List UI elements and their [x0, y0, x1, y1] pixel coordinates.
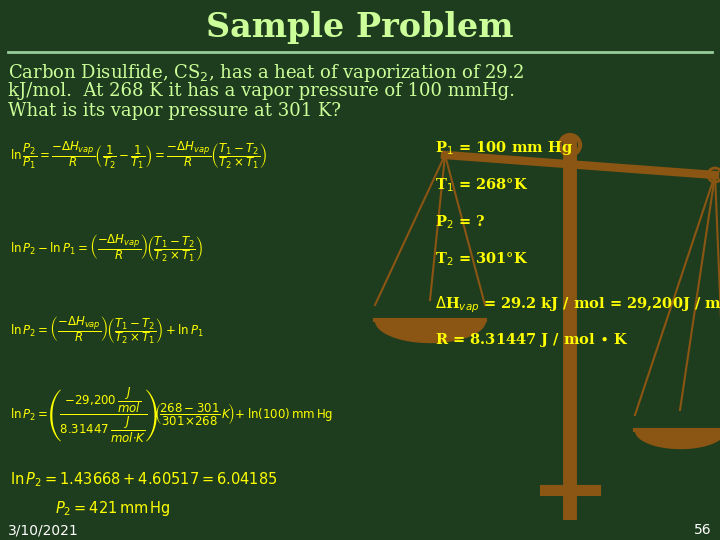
Text: $\ln P_2 = 1.43668 + 4.60517 = 6.04185$: $\ln P_2 = 1.43668 + 4.60517 = 6.04185$ — [10, 471, 277, 489]
Text: 3/10/2021: 3/10/2021 — [8, 523, 78, 537]
Text: $\ln P_2 = \left(\dfrac{-\Delta H_{vap}}{R}\right)\!\left(\dfrac{T_1 - T_2}{T_2 : $\ln P_2 = \left(\dfrac{-\Delta H_{vap}}… — [10, 314, 204, 346]
Text: P$_2$ = ?: P$_2$ = ? — [435, 213, 485, 231]
Text: T$_1$ = 268°K: T$_1$ = 268°K — [435, 176, 528, 194]
Text: $P_2 = 421\,\mathrm{mm\,Hg}$: $P_2 = 421\,\mathrm{mm\,Hg}$ — [55, 498, 171, 517]
Text: P$_1$ = 100 mm Hg: P$_1$ = 100 mm Hg — [435, 139, 573, 157]
Text: $\ln P_2 = \!\left(\!\dfrac{-29{,}200\,\dfrac{J}{mol}}{8.31447\,\dfrac{J}{mol{\c: $\ln P_2 = \!\left(\!\dfrac{-29{,}200\,\… — [10, 386, 333, 444]
Text: kJ/mol.  At 268 K it has a vapor pressure of 100 mmHg.: kJ/mol. At 268 K it has a vapor pressure… — [8, 82, 515, 100]
Text: Carbon Disulfide, CS$_2$, has a heat of vaporization of 29.2: Carbon Disulfide, CS$_2$, has a heat of … — [8, 62, 524, 84]
Text: $\ln P_2 - \ln P_1 = \left(\dfrac{-\Delta H_{vap}}{R}\right)\!\left(\dfrac{T_1 -: $\ln P_2 - \ln P_1 = \left(\dfrac{-\Delt… — [10, 232, 203, 264]
Text: R = 8.31447 J / mol $\bullet$ K: R = 8.31447 J / mol $\bullet$ K — [435, 331, 629, 349]
Text: $\Delta$H$_{vap}$ = 29.2 kJ / mol = 29,200J / mol: $\Delta$H$_{vap}$ = 29.2 kJ / mol = 29,2… — [435, 295, 720, 315]
Text: T$_2$ = 301°K: T$_2$ = 301°K — [435, 250, 528, 268]
Text: 56: 56 — [694, 523, 712, 537]
Text: Sample Problem: Sample Problem — [206, 11, 514, 44]
Text: What is its vapor pressure at 301 K?: What is its vapor pressure at 301 K? — [8, 102, 341, 120]
Text: $\ln \dfrac{P_2}{P_1} = \dfrac{-\Delta H_{vap}}{R} \left(\dfrac{1}{T_2} - \dfrac: $\ln \dfrac{P_2}{P_1} = \dfrac{-\Delta H… — [10, 139, 267, 171]
